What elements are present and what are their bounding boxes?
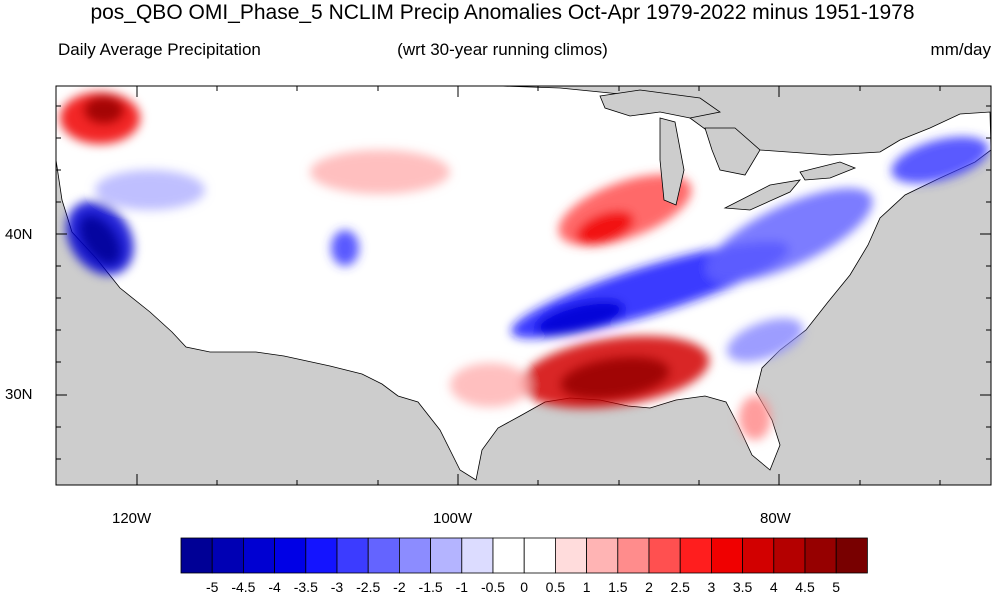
colorbar-swatch bbox=[242, 537, 275, 574]
chart-title: pos_QBO OMI_Phase_5 NCLIM Precip Anomali… bbox=[90, 1, 915, 24]
units-label: mm/day bbox=[930, 40, 991, 59]
colorbar-swatch bbox=[492, 537, 525, 574]
lake-superior bbox=[599, 89, 721, 119]
axis-ticks bbox=[56, 86, 991, 485]
colorbar-swatch bbox=[835, 537, 868, 574]
colorbar-tick-label: -0.5 bbox=[480, 579, 506, 595]
colorbar-swatch bbox=[398, 537, 431, 574]
colorbar-swatch bbox=[430, 537, 463, 574]
anomaly-california-core bbox=[79, 215, 121, 265]
anomaly-pacific-northwest-core bbox=[84, 96, 124, 124]
colorbar bbox=[180, 537, 868, 574]
colorbar-tick-label: 2 bbox=[645, 579, 653, 595]
anomaly-new-england-dry bbox=[891, 136, 989, 184]
colorbar-swatch bbox=[180, 537, 213, 574]
lat-label-30n: 30N bbox=[5, 386, 33, 403]
anomaly-texas-wet bbox=[450, 363, 530, 407]
lon-label-120w: 120W bbox=[112, 510, 152, 527]
colorbar-swatch bbox=[617, 537, 650, 574]
colorbar-tick-label: 0.5 bbox=[545, 579, 566, 595]
colorbar-tick-label: -2 bbox=[393, 579, 406, 595]
anomaly-appalachian-dry bbox=[707, 188, 873, 282]
colorbar-swatch bbox=[711, 537, 744, 574]
map-panel bbox=[56, 86, 991, 485]
colorbar-tick-label: -1 bbox=[455, 579, 469, 595]
colorbar-swatch bbox=[555, 537, 588, 574]
colorbar-tick-label: 4 bbox=[769, 579, 778, 595]
colorbar-swatch bbox=[336, 537, 369, 574]
colorbar-tick-label: 0 bbox=[520, 579, 529, 595]
colorbar-swatch bbox=[461, 537, 494, 574]
colorbar-tick-label: -1.5 bbox=[418, 579, 443, 595]
anomaly-midwest-core bbox=[576, 211, 634, 245]
lat-label-40n: 40N bbox=[5, 226, 33, 243]
colorbar-tick-label: -3.5 bbox=[293, 579, 318, 595]
colorbar-tick-label: -5 bbox=[205, 579, 219, 595]
colorbar-tick-label: 5 bbox=[832, 579, 841, 595]
colorbar-swatch bbox=[367, 537, 400, 574]
lon-label-100w: 100W bbox=[433, 510, 473, 527]
colorbar-tick-label: -4.5 bbox=[231, 579, 256, 595]
colorbar-swatch bbox=[523, 537, 556, 574]
lake-erie bbox=[723, 179, 801, 211]
anomaly-northern-plains-wet bbox=[310, 150, 450, 194]
colorbar-swatch bbox=[211, 537, 244, 574]
colorbar-swatch bbox=[274, 537, 307, 574]
colorbar-swatch bbox=[305, 537, 338, 574]
lon-label-80w: 80W bbox=[760, 510, 791, 527]
colorbar-swatch bbox=[804, 537, 837, 574]
colorbar-tick-label: 1 bbox=[582, 579, 591, 595]
anomaly-florida-wet bbox=[739, 396, 771, 440]
colorbar-tick-label: 2.5 bbox=[670, 579, 690, 595]
anomaly-colorado-dry bbox=[331, 230, 359, 266]
anomaly-southeast-dry bbox=[726, 318, 804, 362]
map-frame bbox=[55, 85, 992, 486]
anomaly-ohio-valley-core bbox=[536, 300, 624, 336]
great-lakes bbox=[599, 89, 857, 211]
lake-ontario bbox=[799, 161, 857, 181]
lake-michigan bbox=[659, 117, 685, 206]
us-land bbox=[56, 86, 991, 481]
lake-huron bbox=[704, 127, 761, 176]
subtitle-left: Daily Average Precipitation bbox=[58, 40, 261, 59]
subtitle-center: (wrt 30-year running climos) bbox=[397, 40, 608, 59]
colorbar-tick-label: 3.5 bbox=[732, 579, 753, 595]
colorbar-tick-label: -2.5 bbox=[356, 579, 381, 595]
colorbar-tick-label: -3 bbox=[330, 579, 344, 595]
colorbar-swatch bbox=[586, 537, 619, 574]
colorbar-swatch bbox=[648, 537, 681, 574]
anomaly-gulf-coast-core bbox=[560, 356, 670, 400]
colorbar-swatch bbox=[742, 537, 775, 574]
colorbar-tick-label: 4.5 bbox=[795, 579, 815, 595]
anomaly-great-basin-dry bbox=[95, 170, 205, 210]
colorbar-swatch bbox=[679, 537, 712, 574]
colorbar-tick-label: 1.5 bbox=[608, 579, 628, 595]
colorbar-tick-label: -4 bbox=[268, 579, 281, 595]
anomaly-field bbox=[60, 92, 989, 440]
colorbar-swatch bbox=[773, 537, 806, 574]
colorbar-tick-label: 3 bbox=[707, 579, 716, 595]
